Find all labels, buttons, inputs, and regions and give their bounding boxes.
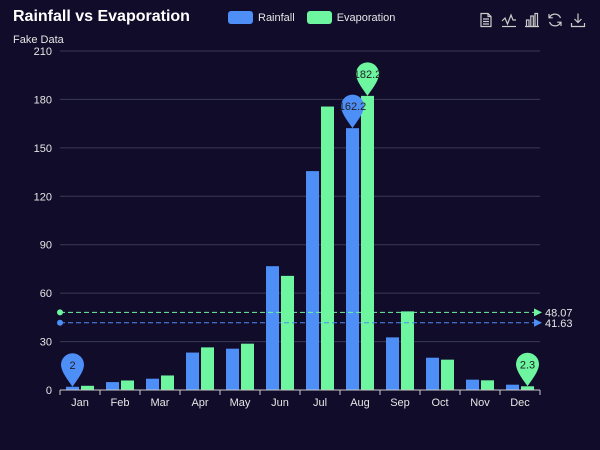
x-tick-label: Nov <box>470 397 490 409</box>
bar-evaporation-dec[interactable] <box>521 386 534 390</box>
legend-swatch-evaporation <box>306 11 332 24</box>
line-chart-icon[interactable] <box>501 12 517 28</box>
bar-evaporation-sep[interactable] <box>401 311 414 390</box>
y-tick-label: 150 <box>34 143 52 155</box>
bar-evaporation-apr[interactable] <box>201 347 214 390</box>
y-tick-label: 210 <box>34 46 52 58</box>
x-tick-label: Feb <box>111 397 130 409</box>
x-tick-label: May <box>230 397 251 409</box>
x-tick-label: Apr <box>191 397 208 409</box>
chart-title: Rainfall vs Evaporation <box>13 8 190 25</box>
x-tick-label: Jan <box>71 397 89 409</box>
restore-icon[interactable] <box>547 12 563 28</box>
bar-rainfall-mar[interactable] <box>146 378 159 390</box>
bar-rainfall-jun[interactable] <box>266 266 279 390</box>
x-tick-label: Dec <box>510 397 530 409</box>
legend-label-rainfall: Rainfall <box>258 11 295 24</box>
bar-rainfall-dec[interactable] <box>506 384 519 390</box>
bar-evaporation-jun[interactable] <box>281 275 294 390</box>
x-tick-label: Oct <box>431 397 448 409</box>
bar-rainfall-jan[interactable] <box>66 386 79 390</box>
y-tick-label: 30 <box>40 337 52 349</box>
bar-evaporation-may[interactable] <box>241 343 254 390</box>
bar-evaporation-jan[interactable] <box>81 385 94 390</box>
bar-rainfall-aug[interactable] <box>346 128 359 391</box>
bar-rainfall-feb[interactable] <box>106 382 119 390</box>
bar-evaporation-oct[interactable] <box>441 359 454 390</box>
markline-arrow-rainfall <box>534 318 542 327</box>
legend-swatch-rainfall <box>228 11 253 24</box>
x-tick-label: Jun <box>271 397 289 409</box>
x-tick-label: Sep <box>390 397 410 409</box>
y-tick-label: 60 <box>40 288 52 300</box>
markline-label-evaporation: 48.07 <box>545 307 573 319</box>
markpoint-label: 2 <box>69 360 75 372</box>
save-image-icon[interactable] <box>570 12 586 28</box>
markline-arrow-evaporation <box>534 308 542 317</box>
x-tick-label: Aug <box>350 397 370 409</box>
x-tick-label: Mar <box>151 397 170 409</box>
markline-label-rainfall: 41.63 <box>545 318 573 330</box>
markpoint-min-rainfall[interactable] <box>61 353 84 387</box>
bar-evaporation-jul[interactable] <box>321 106 334 390</box>
legend: Rainfall Evaporation <box>228 11 395 24</box>
bar-rainfall-apr[interactable] <box>186 352 199 390</box>
markpoint-label: 182.2 <box>354 69 382 81</box>
bar-rainfall-nov[interactable] <box>466 379 479 390</box>
bar-rainfall-oct[interactable] <box>426 357 439 390</box>
bar-rainfall-jul[interactable] <box>306 171 319 390</box>
y-tick-label: 90 <box>40 240 52 252</box>
toolbox <box>478 12 586 28</box>
bar-rainfall-sep[interactable] <box>386 337 399 390</box>
legend-label-evaporation: Evaporation <box>336 11 396 24</box>
markpoint-min-evaporation[interactable] <box>516 352 539 387</box>
legend-item-evaporation[interactable]: Evaporation <box>306 11 396 24</box>
bar-evaporation-nov[interactable] <box>481 380 494 390</box>
markpoint-max-evaporation[interactable] <box>356 62 379 96</box>
x-tick-label: Jul <box>313 397 327 409</box>
bar-rainfall-may[interactable] <box>226 348 239 390</box>
markpoint-label: 2.3 <box>520 359 535 371</box>
y-tick-label: 0 <box>46 385 52 397</box>
data-view-icon[interactable] <box>478 12 494 28</box>
bar-evaporation-aug[interactable] <box>361 95 374 391</box>
y-tick-label: 120 <box>34 191 52 203</box>
bar-evaporation-feb[interactable] <box>121 380 134 390</box>
y-tick-label: 180 <box>34 94 52 106</box>
legend-item-rainfall[interactable]: Rainfall <box>228 11 295 24</box>
chart-subtitle: Fake Data <box>13 34 64 46</box>
markpoint-label: 162.2 <box>339 101 367 113</box>
bar-evaporation-mar[interactable] <box>161 375 174 390</box>
bar-chart-icon[interactable] <box>524 12 540 28</box>
markpoint-max-rainfall[interactable] <box>341 94 364 129</box>
